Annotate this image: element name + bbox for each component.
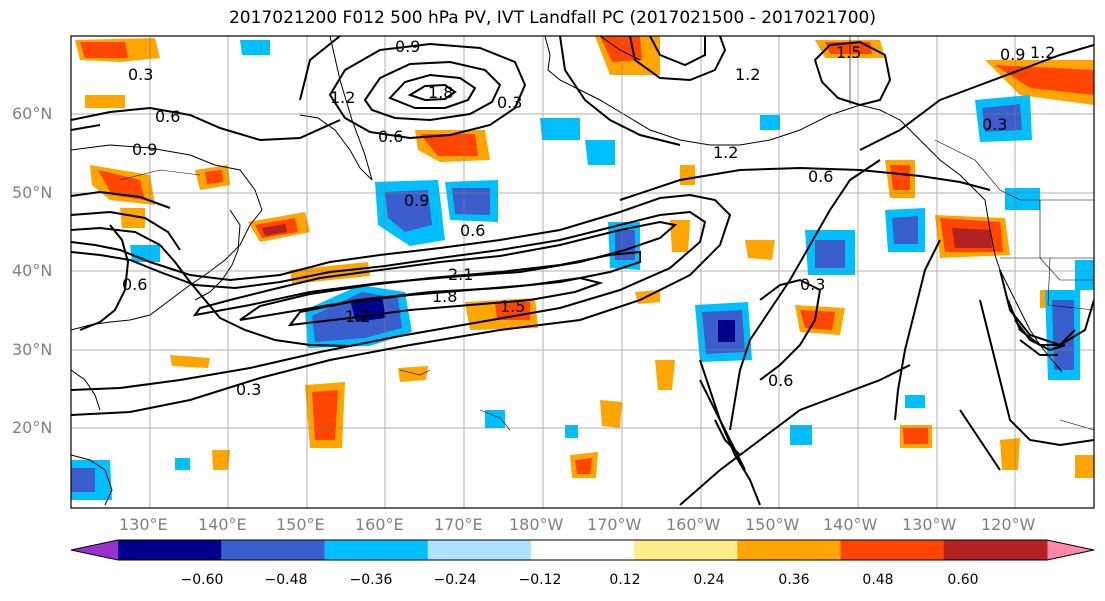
contour-label: 1.2 bbox=[735, 65, 760, 84]
map-title: 2017021200 F012 500 hPa PV, IVT Landfall… bbox=[228, 8, 876, 28]
colorbar-tick: 0.24 bbox=[693, 572, 725, 588]
contour-label: 1.5 bbox=[836, 43, 861, 62]
colorbar-cell bbox=[427, 540, 532, 560]
map-frame bbox=[70, 35, 1095, 509]
lon-label-140w: 140°W bbox=[823, 515, 878, 534]
gridlines bbox=[71, 36, 1094, 508]
map-frame-bg bbox=[71, 36, 1094, 508]
contour-labels: 0.3 0.6 0.9 1.2 1.5 1.8 2.1 0.9 0.6 0.3 … bbox=[122, 37, 1055, 399]
contour-label: 1.2 bbox=[345, 307, 370, 326]
lat-label-20n: 20°N bbox=[12, 418, 53, 437]
lon-label-160e: 160°E bbox=[355, 515, 404, 534]
contour-label: 0.3 bbox=[236, 380, 261, 399]
lon-label-150e: 150°E bbox=[276, 515, 325, 534]
lat-label-30n: 30°N bbox=[12, 340, 53, 359]
colorbar-left-extend bbox=[71, 540, 118, 560]
lon-label-130w: 130°W bbox=[902, 515, 957, 534]
colorbar-tick: 0.48 bbox=[862, 572, 894, 588]
colorbar-tick: −0.24 bbox=[433, 572, 477, 588]
contour-label: 0.9 bbox=[404, 191, 429, 210]
colorbar-cell bbox=[634, 540, 738, 560]
contour-label: 1.8 bbox=[432, 287, 457, 306]
lon-label-140e: 140°E bbox=[198, 515, 247, 534]
lon-label-130e: 130°E bbox=[119, 515, 168, 534]
political-boundaries bbox=[849, 36, 1094, 431]
colorbar-outline bbox=[70, 539, 1095, 561]
contour-label: 1.2 bbox=[1030, 43, 1055, 62]
contour-label: 1.2 bbox=[713, 143, 738, 162]
contour-label: 0.9 bbox=[395, 37, 420, 56]
lon-label-160w: 160°W bbox=[666, 515, 721, 534]
colorbar-tick: −0.48 bbox=[264, 572, 308, 588]
lon-label-180w: 180°W bbox=[509, 515, 564, 534]
colorbar-cell bbox=[737, 540, 842, 560]
contour-label: 0.3 bbox=[497, 93, 522, 112]
colorbar bbox=[70, 539, 1095, 561]
contour-label: 0.6 bbox=[768, 371, 793, 390]
contour-label: 0.3 bbox=[800, 275, 825, 294]
lon-label-170e: 170°E bbox=[434, 515, 483, 534]
contour-label: 0.6 bbox=[808, 167, 833, 186]
contour-label: 0.9 bbox=[1000, 45, 1025, 64]
contour-label: 0.6 bbox=[155, 107, 180, 126]
colorbar-cell bbox=[324, 540, 429, 560]
colorbar-right-extend bbox=[1047, 540, 1094, 560]
lon-label-170w: 170°W bbox=[587, 515, 642, 534]
contour-label: 0.3 bbox=[128, 65, 153, 84]
lat-label-40n: 40°N bbox=[12, 261, 53, 280]
pv-contours-thin bbox=[119, 169, 511, 431]
colorbar-tick: −0.36 bbox=[349, 572, 393, 588]
colorbar-cell bbox=[530, 540, 635, 560]
ivt-contours bbox=[71, 36, 1094, 506]
lat-label-60n: 60°N bbox=[12, 104, 53, 123]
colorbar-cell bbox=[943, 540, 1048, 560]
colorbar-cell bbox=[840, 540, 945, 560]
contour-label: 1.2 bbox=[330, 88, 355, 107]
contour-label: 1.8 bbox=[428, 83, 453, 102]
contour-label: 0.6 bbox=[122, 275, 147, 294]
contour-label: 0.9 bbox=[132, 140, 157, 159]
colorbar-tick: −0.60 bbox=[180, 572, 224, 588]
contour-label: 0.3 bbox=[982, 115, 1007, 134]
contour-label: 0.6 bbox=[378, 127, 403, 146]
colorbar-tick: 0.12 bbox=[609, 572, 641, 588]
contour-label: 2.1 bbox=[448, 265, 473, 284]
colorbar-tick: 0.36 bbox=[778, 572, 810, 588]
contour-label: 0.6 bbox=[460, 221, 485, 240]
lon-label-150w: 150°W bbox=[745, 515, 800, 534]
colorbar-cell bbox=[221, 540, 325, 560]
colorbar-tick: 0.60 bbox=[947, 572, 979, 588]
colorbar-cell bbox=[118, 540, 222, 560]
contour-label: 1.5 bbox=[500, 297, 525, 316]
lat-label-50n: 50°N bbox=[12, 183, 53, 202]
lon-label-120w: 120°W bbox=[981, 515, 1036, 534]
colorbar-tick: −0.12 bbox=[518, 572, 562, 588]
